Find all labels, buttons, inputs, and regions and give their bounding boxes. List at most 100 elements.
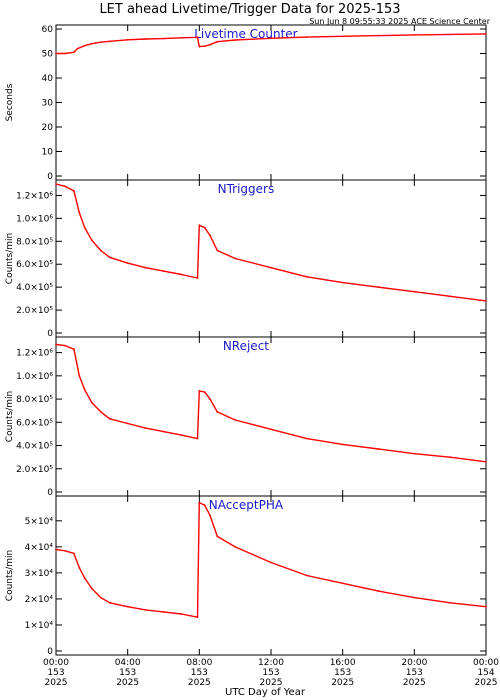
- panel-frame: [55, 179, 487, 338]
- data-point: [198, 390, 201, 392]
- panel-frame: [55, 495, 487, 656]
- data-point: [485, 300, 487, 302]
- panel-label: Livetime Counter: [194, 27, 297, 41]
- figure-title: LET ahead Livetime/Trigger Data for 2025…: [99, 2, 400, 17]
- data-point: [485, 605, 487, 608]
- x-tick-label-time: 04:00: [115, 658, 141, 668]
- data-point: [162, 430, 165, 433]
- data-point: [305, 437, 308, 440]
- data-point: [64, 185, 66, 188]
- y-tick-label: 4.0×10⁵: [16, 442, 53, 452]
- data-point: [377, 448, 380, 450]
- data-point: [78, 566, 81, 569]
- y-tick-label: 6.0×10⁵: [16, 260, 53, 270]
- data-point: [108, 40, 111, 43]
- panel-label: NReject: [223, 339, 269, 353]
- data-point: [203, 391, 206, 393]
- data-point: [270, 428, 272, 431]
- y-tick-label: 0: [47, 172, 53, 182]
- data-point: [83, 226, 86, 229]
- data-point: [449, 456, 452, 459]
- data-point: [203, 45, 206, 48]
- data-point: [203, 226, 206, 229]
- data-point: [305, 36, 308, 38]
- x-tick-label-year: 2025: [45, 678, 68, 688]
- panel-1: 0 2.0×10⁵ 4.0×10⁵ 6.0×10⁵ 8.0×10⁵ 1.0×10⁶ 1.2×…: [5, 179, 487, 339]
- data-point: [216, 535, 219, 538]
- data-point: [209, 514, 212, 517]
- data-point: [377, 590, 380, 592]
- data-point: [180, 613, 183, 615]
- data-point: [485, 33, 487, 35]
- x-axis-title: UTC Day of Year: [225, 687, 306, 698]
- data-point: [270, 266, 272, 269]
- y-tick-label: 30: [42, 99, 54, 109]
- y-tick-label: 2×10⁴: [25, 595, 54, 605]
- y-axis-label: Counts/min: [5, 391, 15, 442]
- panel-2: 0 2.0×10⁵ 4.0×10⁵ 6.0×10⁵ 8.0×10⁵ 1.0×10⁶ 1.2×…: [5, 336, 487, 498]
- data-point: [449, 295, 452, 298]
- y-tick-label: 8.0×10⁵: [16, 395, 53, 405]
- y-tick-label: 50: [42, 50, 54, 60]
- panel-label: NAcceptPHA: [209, 498, 284, 512]
- data-point: [108, 417, 111, 420]
- y-tick-label: 1.2×10⁶: [16, 191, 53, 201]
- x-tick-label-time: 12:00: [258, 658, 284, 668]
- y-axis-label: Counts/min: [5, 550, 15, 601]
- data-point: [209, 234, 212, 237]
- data-point: [162, 270, 165, 272]
- y-tick-label: 1.0×10⁶: [16, 214, 53, 224]
- data-point: [198, 501, 201, 504]
- data-point: [196, 437, 199, 440]
- y-tick-label: 2.0×10⁵: [16, 306, 53, 316]
- panels-group: 0 10 20 30 40 50 60 Seconds Livetime Counter 0 2.0…: [5, 24, 487, 657]
- y-tick-label: 4.0×10⁵: [16, 283, 53, 293]
- x-tick-label-doy: 153: [334, 668, 351, 678]
- panel-label: NTriggers: [218, 182, 275, 196]
- y-axis-label: Counts/min: [5, 233, 15, 284]
- y-tick-label: 60: [42, 25, 54, 35]
- data-point: [55, 52, 57, 55]
- x-tick-label-doy: 153: [262, 668, 279, 678]
- data-point: [126, 422, 129, 425]
- x-tick-label-year: 2025: [260, 678, 283, 688]
- y-tick-label: 0: [47, 329, 53, 339]
- data-point: [73, 190, 75, 192]
- x-tick-label-doy: 154: [477, 668, 494, 678]
- data-point: [196, 277, 199, 279]
- data-point: [180, 273, 183, 276]
- data-point: [216, 40, 219, 43]
- panel-frame: [55, 336, 487, 497]
- data-point: [144, 427, 147, 429]
- x-tick-label-year: 2025: [331, 678, 354, 688]
- data-point: [55, 343, 57, 346]
- data-point: [99, 596, 102, 599]
- data-point: [341, 443, 344, 446]
- data-point: [216, 249, 219, 252]
- data-point: [64, 344, 66, 347]
- panel-3: 0 1×10⁴ 2×10⁴ 3×10⁴ 4×10⁴ 5×10⁴ Counts/min NAcc…: [5, 495, 487, 657]
- x-tick-label-doy: 153: [119, 668, 136, 678]
- data-point: [99, 411, 102, 413]
- data-point: [377, 34, 380, 37]
- data-point: [144, 609, 147, 611]
- data-point: [76, 47, 79, 50]
- data-point: [126, 605, 129, 608]
- data-point: [78, 374, 81, 377]
- data-point: [73, 51, 75, 54]
- data-point: [449, 33, 452, 36]
- panel-frame: [55, 24, 487, 181]
- y-tick-label: 4×10⁴: [25, 543, 54, 553]
- x-tick-label-time: 20:00: [401, 658, 427, 668]
- y-tick-label: 40: [42, 74, 54, 84]
- data-point: [73, 348, 75, 350]
- data-point: [198, 45, 201, 48]
- data-point: [413, 290, 416, 293]
- data-point: [209, 43, 212, 46]
- data-point: [99, 41, 102, 44]
- data-point: [90, 239, 93, 242]
- x-tick-label-doy: 153: [406, 668, 423, 678]
- data-point: [83, 388, 86, 391]
- x-tick-label-year: 2025: [403, 678, 426, 688]
